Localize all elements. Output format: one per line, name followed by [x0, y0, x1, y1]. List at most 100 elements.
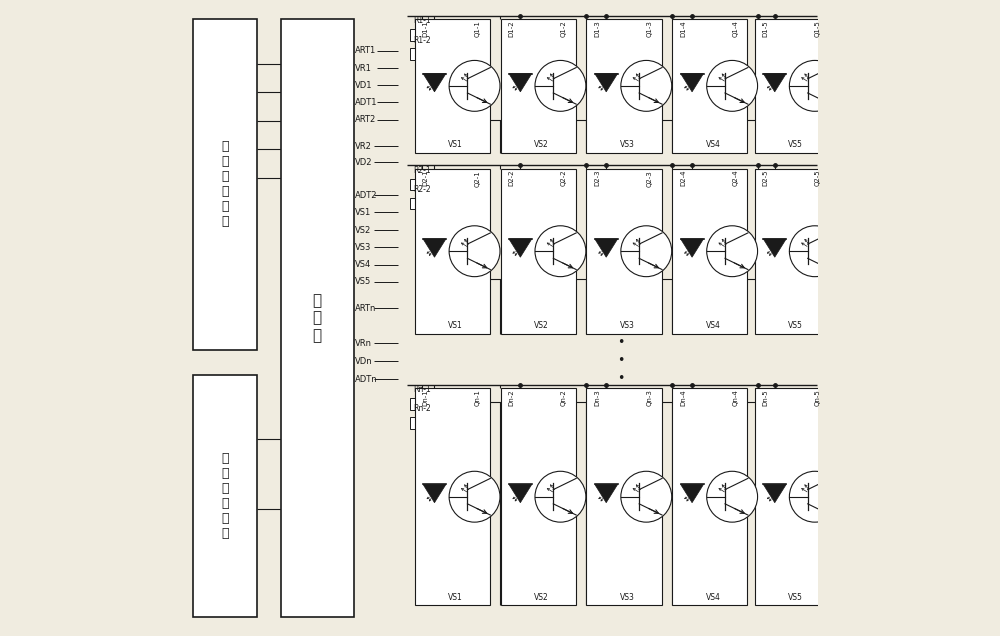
- Bar: [755, 19, 830, 153]
- Circle shape: [789, 226, 840, 277]
- Text: Q1-4: Q1-4: [732, 20, 738, 37]
- Bar: [410, 398, 435, 410]
- Text: Q2-3: Q2-3: [646, 170, 652, 186]
- Polygon shape: [681, 239, 704, 257]
- Bar: [193, 375, 257, 617]
- Polygon shape: [509, 74, 532, 92]
- Text: VS5: VS5: [355, 277, 371, 286]
- Circle shape: [449, 471, 500, 522]
- Text: D1-2: D1-2: [508, 20, 514, 37]
- Bar: [410, 198, 435, 209]
- Text: VS2: VS2: [534, 593, 549, 602]
- Text: VS3: VS3: [620, 593, 635, 602]
- Bar: [193, 19, 257, 350]
- Polygon shape: [681, 485, 704, 502]
- Polygon shape: [595, 74, 618, 92]
- Text: VS3: VS3: [620, 321, 635, 330]
- Polygon shape: [509, 239, 532, 257]
- Text: ADTn: ADTn: [355, 375, 378, 384]
- Text: D1-1: D1-1: [423, 20, 429, 37]
- Text: VS1: VS1: [448, 321, 463, 330]
- Bar: [501, 388, 576, 605]
- Circle shape: [789, 471, 840, 522]
- Circle shape: [621, 226, 672, 277]
- Bar: [755, 169, 830, 334]
- Text: Q1-2: Q1-2: [561, 20, 567, 37]
- Text: Dn-3: Dn-3: [594, 389, 600, 406]
- Circle shape: [535, 226, 586, 277]
- Text: R1-2: R1-2: [414, 36, 431, 45]
- Bar: [586, 388, 662, 605]
- Text: D1-5: D1-5: [763, 20, 769, 37]
- Polygon shape: [681, 74, 704, 92]
- Text: Dn-4: Dn-4: [680, 389, 686, 406]
- Polygon shape: [763, 485, 786, 502]
- Text: Q2-2: Q2-2: [561, 170, 567, 186]
- Text: Q1-3: Q1-3: [646, 20, 652, 38]
- Text: D2-3: D2-3: [594, 170, 600, 186]
- Bar: [672, 19, 747, 153]
- Bar: [586, 169, 662, 334]
- Text: ART2: ART2: [355, 115, 376, 124]
- Text: VS2: VS2: [534, 140, 549, 149]
- Polygon shape: [763, 239, 786, 257]
- Text: Q1-5: Q1-5: [815, 20, 821, 37]
- Text: R2-2: R2-2: [414, 185, 431, 194]
- Bar: [415, 169, 490, 334]
- Text: Rn-1: Rn-1: [414, 385, 431, 394]
- Text: D2-4: D2-4: [680, 170, 686, 186]
- Bar: [415, 19, 490, 153]
- Polygon shape: [423, 74, 446, 92]
- Bar: [410, 29, 435, 41]
- Bar: [410, 417, 435, 429]
- Text: Qn-1: Qn-1: [475, 389, 481, 406]
- Text: Dn-2: Dn-2: [508, 389, 514, 406]
- Text: ARTn: ARTn: [355, 304, 376, 313]
- Circle shape: [707, 471, 758, 522]
- Text: VS4: VS4: [355, 260, 371, 269]
- Text: 直
流
供
电
组
件: 直 流 供 电 组 件: [221, 452, 229, 540]
- Text: VS3: VS3: [355, 243, 371, 252]
- Polygon shape: [595, 485, 618, 502]
- Text: VS5: VS5: [788, 321, 803, 330]
- Text: VS1: VS1: [448, 593, 463, 602]
- Text: Q2-1: Q2-1: [475, 170, 481, 186]
- Polygon shape: [423, 239, 446, 257]
- Text: Qn-2: Qn-2: [561, 389, 567, 406]
- Polygon shape: [763, 74, 786, 92]
- Text: Dn-5: Dn-5: [763, 389, 769, 406]
- Text: ART1: ART1: [355, 46, 376, 55]
- Polygon shape: [423, 485, 446, 502]
- Text: Qn-5: Qn-5: [815, 389, 821, 406]
- Text: Q2-4: Q2-4: [732, 170, 738, 186]
- Text: VDn: VDn: [355, 357, 373, 366]
- Bar: [281, 19, 354, 617]
- Circle shape: [449, 60, 500, 111]
- Text: Qn-4: Qn-4: [732, 389, 738, 406]
- Text: VS4: VS4: [706, 140, 720, 149]
- Text: VRn: VRn: [355, 339, 372, 348]
- Circle shape: [535, 471, 586, 522]
- Circle shape: [707, 226, 758, 277]
- Text: R1-1: R1-1: [414, 17, 431, 25]
- Polygon shape: [509, 485, 532, 502]
- Text: 通
讯
接
口
组
件: 通 讯 接 口 组 件: [221, 141, 229, 228]
- Text: VS2: VS2: [534, 321, 549, 330]
- Text: •
•
•: • • •: [617, 336, 625, 385]
- Bar: [755, 388, 830, 605]
- Text: D2-2: D2-2: [508, 170, 514, 186]
- Text: VD2: VD2: [355, 158, 372, 167]
- Bar: [586, 19, 662, 153]
- Text: D2-5: D2-5: [763, 170, 769, 186]
- Circle shape: [449, 226, 500, 277]
- Text: Qn-3: Qn-3: [646, 389, 652, 406]
- Bar: [501, 169, 576, 334]
- Circle shape: [535, 60, 586, 111]
- Text: ADT2: ADT2: [355, 191, 377, 200]
- Polygon shape: [595, 239, 618, 257]
- Text: VS1: VS1: [355, 208, 371, 217]
- Text: Rn-2: Rn-2: [414, 404, 431, 413]
- Text: D1-3: D1-3: [594, 20, 600, 37]
- Text: VS5: VS5: [788, 593, 803, 602]
- Circle shape: [789, 60, 840, 111]
